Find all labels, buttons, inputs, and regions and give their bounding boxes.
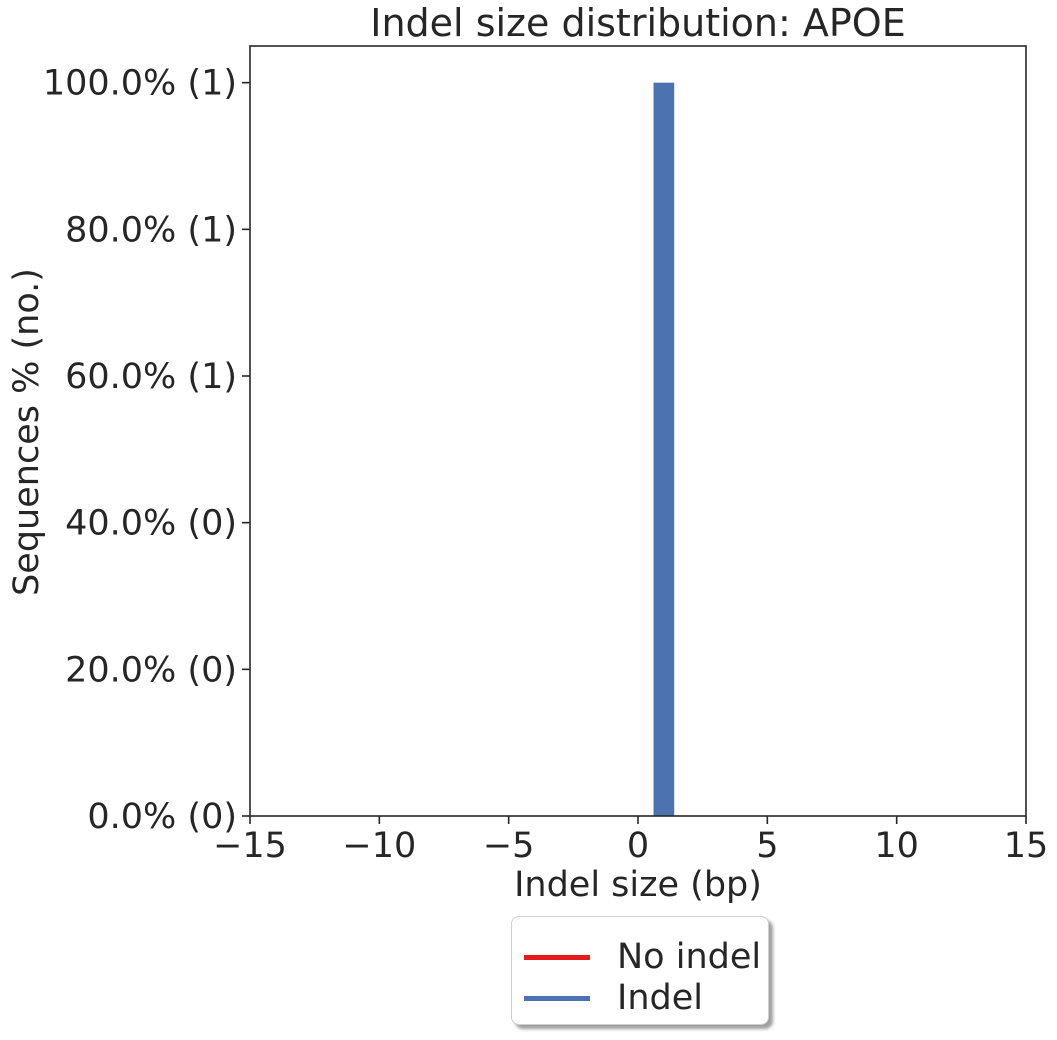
x-axis-label: Indel size (bp) bbox=[514, 865, 762, 905]
y-tick-label: 80.0% (1) bbox=[65, 210, 237, 250]
legend-entry-no-indel: No indel bbox=[512, 937, 768, 977]
x-tick-label: 5 bbox=[756, 826, 778, 866]
x-axis: −15 −10 −5 0 5 10 15 bbox=[213, 816, 1048, 866]
x-tick-label: −10 bbox=[342, 826, 416, 866]
y-tick-label: 20.0% (0) bbox=[65, 650, 237, 690]
x-tick-label: 10 bbox=[874, 826, 919, 866]
legend-swatch-no-indel bbox=[524, 955, 590, 960]
bars-layer bbox=[653, 82, 675, 816]
y-tick-label: 60.0% (1) bbox=[65, 357, 237, 397]
y-axis: 0.0% (0) 20.0% (0) 40.0% (0) 60.0% (1) 80.0%… bbox=[43, 64, 250, 837]
legend-label-no-indel: No indel bbox=[617, 937, 762, 977]
bar-indel-1 bbox=[653, 82, 675, 816]
legend-swatch-indel bbox=[524, 996, 590, 1001]
y-axis-label: Sequences % (no.) bbox=[7, 268, 47, 596]
axes-frame bbox=[249, 45, 1027, 817]
chart-title: Indel size distribution: APOE bbox=[370, 1, 905, 45]
legend: No indel Indel bbox=[511, 916, 769, 1025]
x-tick-label: 15 bbox=[1004, 826, 1049, 866]
x-tick-label: −15 bbox=[213, 826, 287, 866]
y-tick-label: 0.0% (0) bbox=[87, 797, 237, 837]
y-tick-label: 40.0% (0) bbox=[65, 504, 237, 544]
x-tick-label: −5 bbox=[483, 826, 535, 866]
legend-entry-indel: Indel bbox=[512, 978, 768, 1018]
x-tick-label: 0 bbox=[627, 826, 649, 866]
legend-label-indel: Indel bbox=[617, 978, 703, 1018]
y-tick-label: 100.0% (1) bbox=[43, 64, 237, 104]
